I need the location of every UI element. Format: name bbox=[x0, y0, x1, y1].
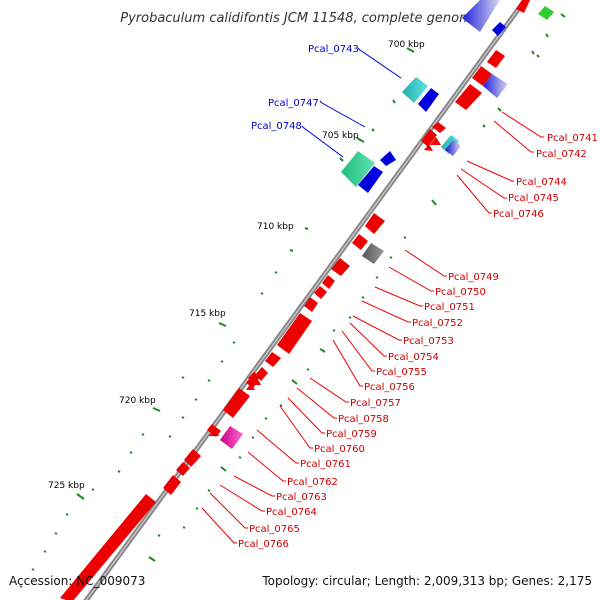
gene-arrow-red[interactable] bbox=[430, 137, 441, 145]
reverse-strand-genes bbox=[358, 0, 508, 193]
forward-strand-inner-genes bbox=[209, 137, 441, 436]
gene-label[interactable]: Pcal_0764 bbox=[266, 507, 317, 518]
gene-arrow-red[interactable] bbox=[365, 213, 385, 234]
gene-label[interactable]: Pcal_0755 bbox=[376, 367, 427, 378]
leader-lines-blue bbox=[301, 47, 402, 158]
gene-label[interactable]: Pcal_0745 bbox=[508, 193, 559, 204]
gene-arrow-red[interactable] bbox=[472, 66, 492, 86]
gene-label[interactable]: Pcal_0748 bbox=[251, 121, 302, 132]
gene-label[interactable]: Pcal_0746 bbox=[493, 209, 544, 220]
gene-arrow-red[interactable] bbox=[265, 352, 281, 367]
gene-label[interactable]: Pcal_0750 bbox=[435, 287, 486, 298]
gene-label[interactable]: Pcal_0744 bbox=[516, 177, 567, 188]
gene-labels-blue: Pcal_0743 Pcal_0747 Pcal_0748 bbox=[251, 44, 359, 132]
highlighted-genes bbox=[220, 6, 554, 449]
gene-label[interactable]: Pcal_0762 bbox=[287, 477, 338, 488]
kbp-label: 720 kbp bbox=[119, 396, 156, 406]
gene-label[interactable]: Pcal_0747 bbox=[268, 98, 319, 109]
gene-label[interactable]: Pcal_0757 bbox=[350, 398, 401, 409]
accession-text: Accession: NC_009073 bbox=[9, 574, 146, 588]
gene-arrow-red[interactable] bbox=[246, 383, 255, 390]
gene-arrow-red[interactable] bbox=[432, 122, 446, 133]
gene-label[interactable]: Pcal_0743 bbox=[308, 44, 359, 55]
gene-arrow-red[interactable] bbox=[421, 129, 437, 147]
gene-arrow-red[interactable] bbox=[424, 144, 433, 151]
gene-arrow-red[interactable] bbox=[455, 84, 482, 110]
map-title: Pyrobaculum calidifontis JCM 11548, comp… bbox=[120, 11, 480, 26]
gene-arrow-red[interactable] bbox=[314, 286, 327, 299]
gene-arrow-red[interactable] bbox=[184, 449, 201, 467]
gene-label[interactable]: Pcal_0760 bbox=[314, 444, 365, 455]
gene-arrow-red[interactable] bbox=[331, 258, 350, 276]
gene-arrow-blue[interactable] bbox=[380, 151, 396, 166]
gene-label[interactable]: Pcal_0749 bbox=[448, 272, 499, 283]
kbp-label: 705 kbp bbox=[322, 131, 359, 141]
gene-box-blue-fade[interactable] bbox=[445, 140, 461, 156]
kbp-label: 710 kbp bbox=[257, 222, 294, 232]
gene-arrow-blue[interactable] bbox=[492, 22, 506, 36]
gene-label[interactable]: Pcal_0756 bbox=[364, 382, 415, 393]
gene-box-mint[interactable] bbox=[341, 151, 375, 187]
gene-label[interactable]: Pcal_0741 bbox=[547, 133, 598, 144]
gene-arrow-red[interactable] bbox=[352, 234, 368, 250]
gene-box-magenta[interactable] bbox=[220, 426, 243, 449]
kbp-label: 715 kbp bbox=[189, 309, 226, 319]
gene-box-gray[interactable] bbox=[362, 243, 384, 264]
gene-label[interactable]: Pcal_0751 bbox=[424, 302, 475, 313]
gene-arrow-blue[interactable] bbox=[358, 166, 383, 193]
gene-box-green[interactable] bbox=[538, 6, 554, 20]
kbp-label: 700 kbp bbox=[388, 40, 425, 50]
gene-arrow-red[interactable] bbox=[304, 297, 318, 312]
gene-arrow-red[interactable] bbox=[277, 313, 312, 354]
gene-label[interactable]: Pcal_0753 bbox=[403, 336, 454, 347]
genome-backbone bbox=[83, 0, 529, 600]
topology-text: Topology: circular; Length: 2,009,313 bp… bbox=[262, 574, 592, 588]
gene-arrow-red[interactable] bbox=[252, 378, 261, 385]
gene-labels-red: Pcal_0741 Pcal_0742 Pcal_0744 Pcal_0745 … bbox=[238, 133, 598, 550]
kbp-scale: 700 kbp 705 kbp 710 kbp 715 kbp 720 kbp … bbox=[48, 40, 425, 491]
outer-tick-track bbox=[19, 13, 566, 588]
gene-arrow-blue[interactable] bbox=[462, 0, 500, 32]
gene-arrow-red[interactable] bbox=[163, 475, 181, 495]
gene-label[interactable]: Pcal_0763 bbox=[276, 492, 327, 503]
gene-arrow-red[interactable] bbox=[516, 0, 530, 13]
gene-arrow-red[interactable] bbox=[60, 494, 156, 600]
gene-arrow-red[interactable] bbox=[176, 462, 190, 476]
gene-arrow-blue[interactable] bbox=[483, 74, 508, 98]
gene-label[interactable]: Pcal_0766 bbox=[238, 539, 289, 550]
gene-arrow-red[interactable] bbox=[487, 50, 505, 68]
gene-label[interactable]: Pcal_0752 bbox=[412, 318, 463, 329]
gene-arrow-red[interactable] bbox=[223, 388, 250, 418]
gene-label[interactable]: Pcal_0754 bbox=[388, 352, 439, 363]
gene-arrow-blue[interactable] bbox=[418, 88, 439, 112]
gene-label[interactable]: Pcal_0742 bbox=[536, 149, 587, 160]
gene-label[interactable]: Pcal_0758 bbox=[338, 414, 389, 425]
gene-arrow-red[interactable] bbox=[322, 275, 335, 289]
gene-box-teal[interactable] bbox=[402, 77, 428, 103]
gene-label[interactable]: Pcal_0759 bbox=[326, 429, 377, 440]
leader-lines-red bbox=[201, 111, 544, 544]
kbp-label: 725 kbp bbox=[48, 481, 85, 491]
inner-tick-track bbox=[148, 54, 540, 562]
gene-arrow-red[interactable] bbox=[248, 372, 260, 384]
gene-arrow-red[interactable] bbox=[209, 428, 219, 436]
gene-label[interactable]: Pcal_0765 bbox=[249, 524, 300, 535]
gene-label[interactable]: Pcal_0761 bbox=[300, 459, 351, 470]
